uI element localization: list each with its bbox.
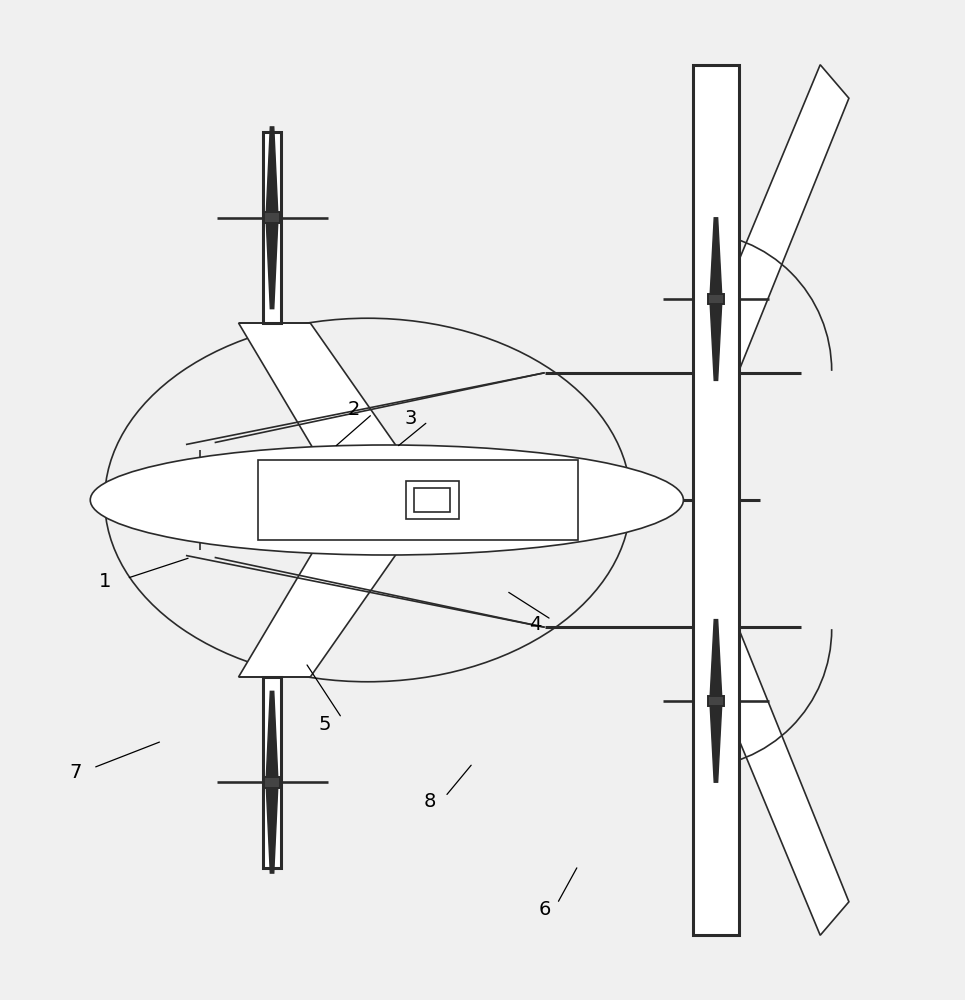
Bar bbox=[693, 65, 739, 935]
Polygon shape bbox=[710, 218, 722, 294]
Text: 2: 2 bbox=[347, 400, 360, 419]
Text: 4: 4 bbox=[529, 615, 541, 634]
Text: 6: 6 bbox=[538, 900, 551, 919]
Polygon shape bbox=[266, 223, 278, 309]
Polygon shape bbox=[710, 706, 722, 782]
Bar bbox=[708, 294, 724, 304]
Polygon shape bbox=[710, 304, 722, 380]
Bar bbox=[263, 677, 281, 868]
Bar bbox=[414, 488, 450, 512]
Text: 3: 3 bbox=[404, 409, 417, 428]
Polygon shape bbox=[710, 620, 722, 696]
Polygon shape bbox=[238, 323, 406, 460]
Text: 7: 7 bbox=[69, 763, 82, 782]
Text: 8: 8 bbox=[424, 792, 436, 811]
Text: 1: 1 bbox=[98, 572, 111, 591]
Bar bbox=[258, 460, 578, 540]
Polygon shape bbox=[693, 629, 849, 935]
Ellipse shape bbox=[91, 445, 683, 555]
Polygon shape bbox=[693, 65, 849, 371]
Polygon shape bbox=[266, 788, 278, 873]
Polygon shape bbox=[238, 540, 406, 677]
Bar bbox=[406, 481, 458, 519]
Polygon shape bbox=[266, 691, 278, 777]
Text: 5: 5 bbox=[318, 715, 331, 734]
Bar bbox=[708, 696, 724, 706]
Bar bbox=[263, 132, 281, 323]
Polygon shape bbox=[266, 127, 278, 212]
Bar bbox=[264, 777, 280, 788]
Bar bbox=[264, 212, 280, 223]
